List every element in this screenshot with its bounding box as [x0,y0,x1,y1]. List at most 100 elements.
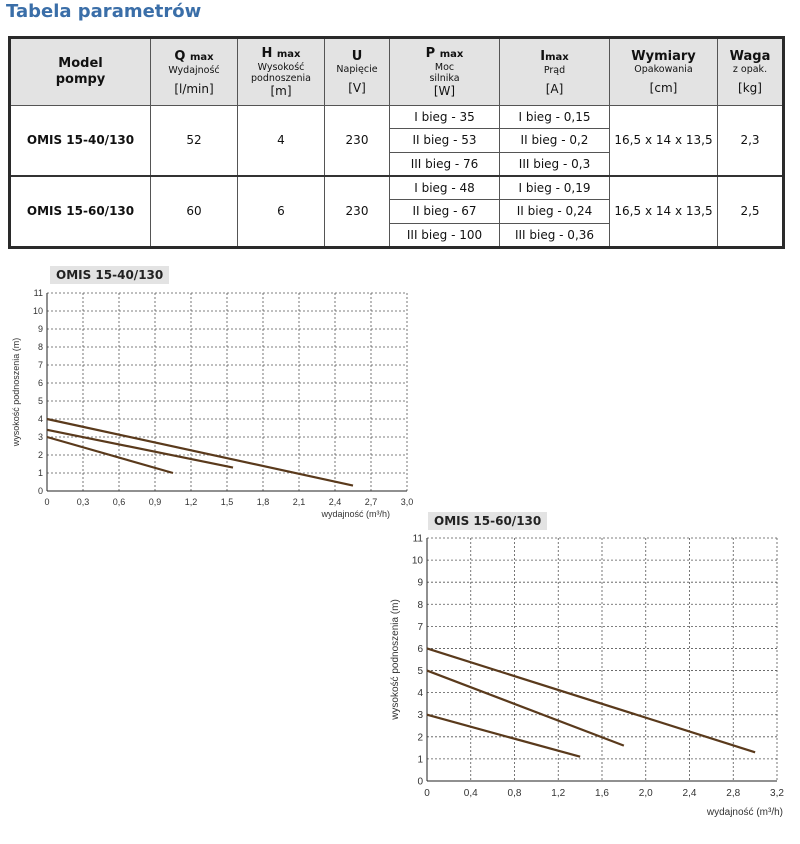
x-tick-label: 0 [424,788,430,799]
row2-p-speed3: III bieg - 100 [389,222,500,249]
header-h: H max Wysokość podnoszenia [m] [237,37,325,106]
header-p-unit: [W] [433,84,456,98]
header-h-sub2: podnoszenia [251,73,311,84]
x-tick-label: 1,2 [551,788,565,799]
y-tick-label: 10 [33,306,43,316]
x-tick-label: 0,3 [77,497,90,507]
header-p-small: max [439,49,464,60]
row2-i-speed2: II bieg - 0,24 [499,199,610,224]
table-row: II bieg - 67 II bieg - 0,24 [10,199,784,224]
y-tick-label: 2 [38,450,43,460]
header-dimensions: Wymiary Opakowania [cm] [609,37,718,106]
table-row: III bieg - 100 III bieg - 0,36 [10,222,784,249]
x-tick-label: 0,4 [464,788,478,799]
y-tick-label: 3 [417,710,423,721]
header-i-unit: [A] [545,81,564,96]
x-tick-label: 2,4 [683,788,697,799]
header-p-sub2: silnika [429,73,460,84]
chart1-caption: OMIS 15-40/130 [50,266,170,284]
header-p: P max Moc silnika [W] [389,37,500,106]
header-u-main: U [351,49,363,64]
y-tick-label: 4 [417,688,423,699]
y-tick-label: 0 [417,777,423,788]
x-tick-label: 2,0 [639,788,653,799]
header-u: U Napięcie [V] [324,37,390,106]
header-q-sub: Wydajność [168,64,220,76]
header-q: Q max Wydajność [l/min] [150,37,238,106]
row1-model: OMIS 15-40/130 [9,104,151,177]
row2-u: 230 [324,175,390,248]
table-row: II bieg - 53 II bieg - 0,2 [10,128,784,153]
row1-p-speed1: I bieg - 35 [389,104,500,130]
header-h-sub1: Wysokość [257,62,305,73]
x-tick-label: 0,6 [113,497,126,507]
header-h-unit: [m] [270,84,292,98]
x-tick-label: 2,8 [726,788,740,799]
row2-weight: 2,5 [717,175,784,248]
table-row: OMIS 15-60/130 60 6 230 I bieg - 48 I bi… [9,175,784,248]
row2-model: OMIS 15-60/130 [9,175,151,248]
x-tick-label: 2,4 [329,497,342,507]
parameters-table: Model pompy Q max Wydajność [l/min] H ma… [8,36,785,249]
row2-q: 60 [150,175,238,248]
x-tick-label: 2,1 [293,497,306,507]
x-axis-label: wydajność (m³/h) [320,509,390,519]
y-tick-label: 3 [38,432,43,442]
header-q-small: max [189,51,214,63]
y-tick-label: 9 [417,578,423,589]
page-title: Tabela parametrów [6,1,202,22]
y-tick-label: 9 [38,324,43,334]
header-w-unit: [kg] [738,81,762,95]
x-tick-label: 0 [44,497,49,507]
header-w-sub: z opak. [732,64,768,75]
x-tick-label: 1,8 [257,497,270,507]
header-i-small: max [545,51,569,63]
y-tick-label: 2 [417,732,423,743]
header-h-main: H [261,46,273,61]
header-q-unit: [l/min] [174,81,214,96]
x-tick-label: 0,9 [149,497,162,507]
row2-i-speed1: I bieg - 0,19 [499,175,610,201]
header-u-unit: [V] [348,81,366,95]
header-h-small: max [276,49,301,60]
row2-i-speed3: III bieg - 0,36 [499,222,610,249]
y-tick-label: 5 [38,396,43,406]
header-i-main: I [540,48,546,64]
row1-dimensions: 16,5 x 14 x 13,5 [609,104,718,177]
row1-i-speed2: II bieg - 0,2 [499,128,610,153]
x-tick-label: 3,2 [770,788,784,799]
header-i-sub: Prąd [543,64,566,76]
header-weight: Waga z opak. [kg] [717,37,784,106]
chart2-omis-15-60: 0 0,4 0,8 1,2 1,6 2,0 2,4 2,8 3,2 0 1 2 3 4 5 6 7 8 9 10 11 w… [390,534,784,819]
chart2-caption: OMIS 15-60/130 [428,512,548,530]
row1-weight: 2,3 [717,104,784,177]
y-tick-label: 6 [417,644,423,655]
y-axis-label: wysokość podnoszenia (m) [390,599,401,721]
y-tick-label: 7 [38,360,43,370]
header-model: Model pompy [9,37,151,106]
y-tick-label: 8 [417,600,423,611]
y-tick-label: 11 [34,288,43,298]
table-row: III bieg - 76 III bieg - 0,3 [10,151,784,177]
series-line-i-bieg [426,713,581,758]
table-header-row: Model pompy Q max Wydajność [l/min] H ma… [9,37,784,106]
y-tick-label: 4 [38,414,43,424]
series-line-ii-bieg [426,669,625,747]
series-line-iii-bieg [46,417,354,487]
row1-u: 230 [324,104,390,177]
series-line-ii-bieg [46,428,234,469]
row2-p-speed2: II bieg - 67 [389,199,500,224]
header-dim-unit: [cm] [649,81,678,95]
row1-q: 52 [150,104,238,177]
y-tick-label: 7 [417,622,423,633]
row1-p-speed2: II bieg - 53 [389,128,500,153]
header-q-main: Q [174,48,186,64]
row1-h: 4 [237,104,325,177]
row1-p-speed3: III bieg - 76 [389,151,500,177]
y-tick-label: 6 [38,378,43,388]
row2-h: 6 [237,175,325,248]
x-tick-label: 3,0 [401,497,414,507]
header-model-line1: Model [58,56,103,71]
x-tick-label: 0,8 [508,788,522,799]
series-line-iii-bieg [426,647,756,754]
